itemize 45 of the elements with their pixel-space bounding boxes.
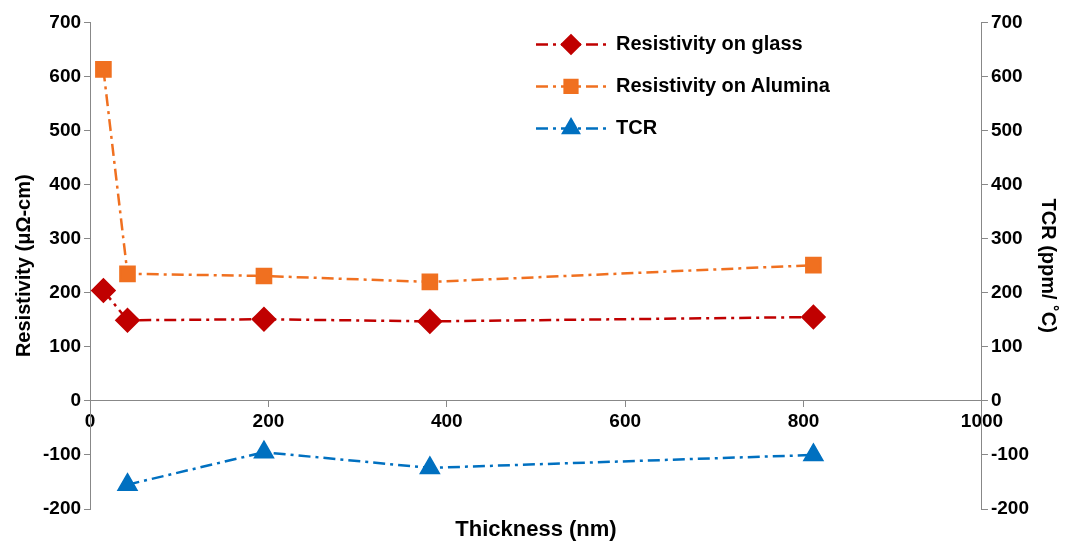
x-axis-title: Thickness (nm) — [455, 516, 617, 542]
point — [419, 456, 440, 475]
y2-tick-label: 200 — [990, 280, 1023, 302]
y-tick-label: 500 — [49, 118, 82, 140]
y-tick-label: 0 — [70, 389, 82, 411]
y2-tick-label: 300 — [990, 226, 1023, 248]
point — [255, 267, 273, 285]
y2-tick-label: 0 — [990, 389, 1002, 411]
x-tick-label: 1000 — [960, 409, 1004, 431]
y-tick-label: 200 — [49, 280, 82, 302]
y-tick-label: -200 — [43, 497, 82, 519]
y-tick-label: 600 — [49, 64, 82, 86]
x-tick-label: 600 — [609, 409, 642, 431]
legend-label: Resistivity on Alumina — [616, 73, 831, 96]
y2-tick-label: 400 — [990, 172, 1023, 194]
y-tick-label: 700 — [49, 10, 82, 32]
point — [805, 256, 822, 274]
y2-tick-label: 500 — [990, 118, 1023, 140]
legend-label: TCR — [616, 115, 658, 138]
point — [254, 440, 274, 459]
y-axis-title: Resistivity (μΩ-cm) — [11, 174, 34, 358]
x-tick-label: 400 — [430, 409, 463, 431]
x-tick-label: 200 — [252, 409, 285, 431]
y2-tick-label: 100 — [990, 335, 1023, 357]
y-tick-label: 300 — [49, 226, 82, 248]
point — [801, 304, 826, 330]
point — [803, 443, 824, 462]
y-tick-label: 100 — [49, 335, 82, 357]
point — [117, 473, 138, 491]
point — [91, 278, 116, 303]
y2-tick-label: 600 — [990, 64, 1023, 86]
y2-tick-label: 700 — [990, 10, 1023, 32]
y2-tick-label: -200 — [990, 497, 1029, 519]
y-tick-label: 400 — [49, 172, 82, 194]
point — [115, 308, 140, 333]
point — [119, 265, 136, 283]
point — [421, 273, 439, 291]
y2-axis-title: TCR (ppm/ ˚C) — [1038, 198, 1061, 333]
y2-tick-label: -100 — [990, 443, 1029, 465]
point — [417, 309, 443, 334]
point — [251, 306, 277, 332]
x-tick-label: 800 — [787, 409, 820, 431]
legend-label: Resistivity on glass — [616, 31, 803, 54]
point — [95, 61, 112, 78]
y-tick-label: -100 — [43, 443, 82, 465]
